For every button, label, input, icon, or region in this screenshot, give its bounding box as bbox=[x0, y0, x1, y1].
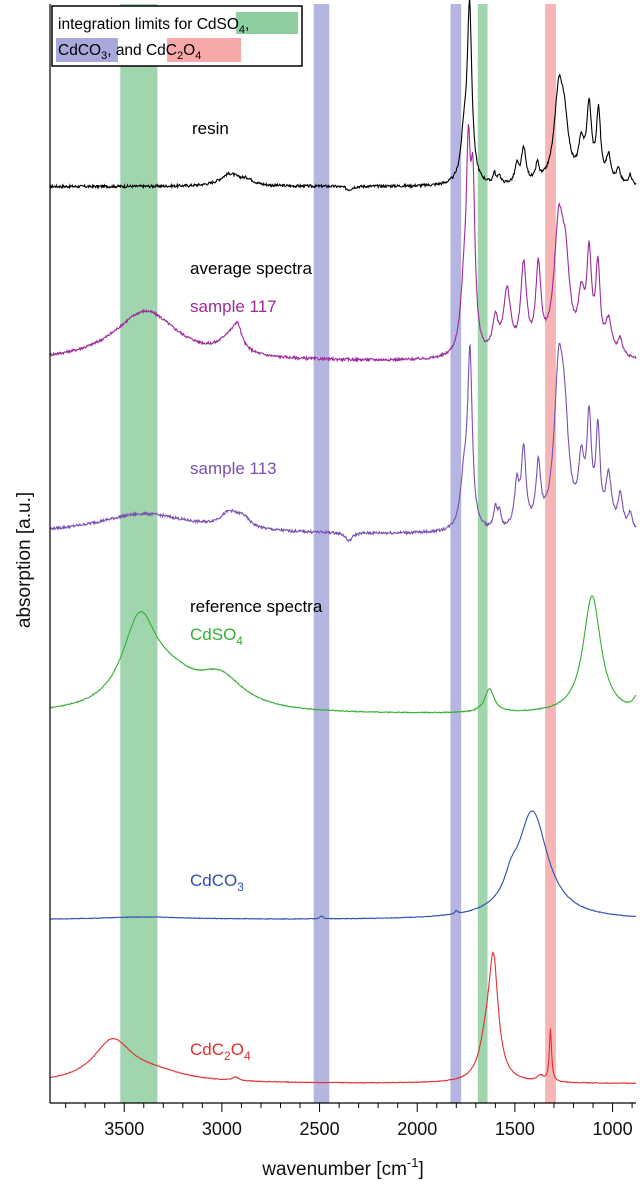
x-tick-label: 1500 bbox=[495, 1119, 535, 1139]
spectrum-label-cdc2o4: CdC2O4 bbox=[190, 1040, 251, 1063]
legend-swatch-cdco3 bbox=[56, 38, 118, 62]
spectrum-line-cdc2o4 bbox=[49, 951, 637, 1085]
x-tick-label: 1000 bbox=[593, 1119, 633, 1139]
integration-bands bbox=[120, 4, 556, 1103]
x-tick-label: 3000 bbox=[202, 1119, 242, 1139]
spectrum-label-cdso4: CdSO4 bbox=[190, 625, 243, 648]
spectrum-line-sample-117 bbox=[49, 123, 637, 363]
band-cdco3-3 bbox=[450, 4, 462, 1103]
x-tick-label: 2000 bbox=[397, 1119, 437, 1139]
band-cdso4-1 bbox=[477, 4, 488, 1103]
spectrum-line-cdso4 bbox=[49, 595, 637, 714]
legend-swatch-cdc2o4 bbox=[167, 38, 241, 62]
spectrum-label-resin: resin bbox=[192, 119, 229, 138]
spectrum-label-sample-113: sample 113 bbox=[190, 459, 277, 478]
legend-swatch-cdso4 bbox=[236, 12, 298, 34]
spectrum-line-resin bbox=[49, 0, 637, 192]
section-label-average: average spectra bbox=[190, 259, 312, 278]
spectrum-line-sample-113 bbox=[49, 342, 637, 543]
x-tick-label: 2500 bbox=[300, 1119, 340, 1139]
band-cdso4-0 bbox=[120, 4, 158, 1103]
y-axis-label: absorption [a.u.] bbox=[14, 492, 35, 628]
spectra-curves bbox=[49, 0, 637, 1085]
x-tick-label: 3500 bbox=[104, 1119, 144, 1139]
legend-line-1: integration limits for CdSO4, bbox=[58, 16, 249, 36]
band-cdco3-2 bbox=[313, 4, 330, 1103]
x-axis-ticks: 3500 3000 2500 2000 1500 1000 bbox=[65, 1103, 633, 1139]
spectrum-label-sample-117: sample 117 bbox=[190, 297, 277, 316]
x-axis-label: wavenumber [cm-1] bbox=[261, 1155, 424, 1180]
section-label-reference: reference spectra bbox=[190, 597, 323, 616]
legend: integration limits for CdSO4, CdCO3, and… bbox=[51, 5, 303, 67]
spectrum-labels: resin sample 117 sample 113 CdSO4 CdCO3 CdC2O… bbox=[190, 119, 277, 1063]
spectrum-label-cdco3: CdCO3 bbox=[190, 871, 244, 894]
legend-line-2: CdCO3, and CdC2O4 bbox=[58, 42, 201, 62]
band-cdc2o4-4 bbox=[545, 4, 556, 1103]
spectrum-line-cdco3 bbox=[49, 810, 637, 920]
